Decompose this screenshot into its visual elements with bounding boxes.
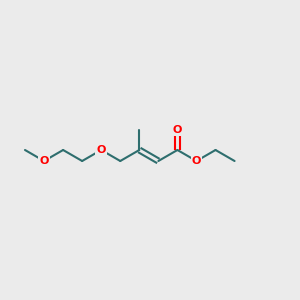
Text: O: O [39, 156, 49, 166]
Text: O: O [192, 156, 201, 166]
Text: O: O [97, 145, 106, 155]
Text: O: O [173, 125, 182, 135]
